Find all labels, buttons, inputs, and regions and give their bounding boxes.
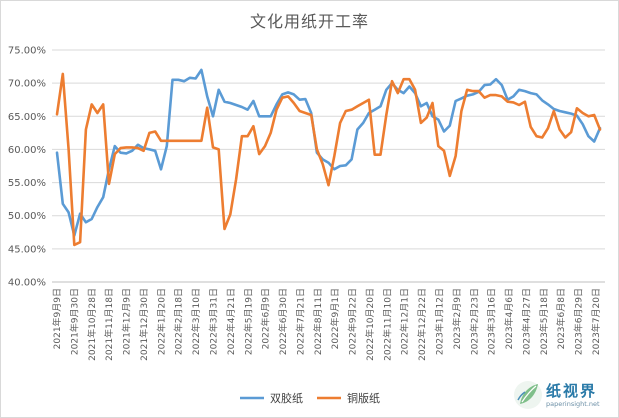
y-tick-label: 45.00% xyxy=(8,244,46,255)
x-tick-label: 2022年1月20日 xyxy=(155,288,167,355)
x-tick-label: 2021年12月9日 xyxy=(121,288,133,355)
x-tick-label: 2023年7月20日 xyxy=(590,288,602,355)
x-tick-label: 2022年6月30日 xyxy=(277,288,289,355)
x-tick-label: 2022年4月21日 xyxy=(225,288,237,355)
watermark-name: 纸视界 xyxy=(546,382,598,400)
x-tick-label: 2022年2月18日 xyxy=(173,288,185,355)
chart-title: 文化用纸开工率 xyxy=(249,12,369,31)
x-tick-label: 2021年11月18日 xyxy=(103,288,115,361)
y-tick-label: 65.00% xyxy=(8,112,46,123)
y-tick-label: 55.00% xyxy=(8,178,46,189)
x-tick-label: 2023年5月18日 xyxy=(538,288,550,355)
x-tick-label: 2023年6月8日 xyxy=(555,288,567,349)
x-tick-label: 2021年10月28日 xyxy=(86,288,98,361)
y-tick-label: 50.00% xyxy=(8,211,46,222)
watermark-logo: 纸视界 paperinsight.net xyxy=(512,378,616,414)
x-tick-label: 2023年2月9日 xyxy=(451,288,463,349)
x-axis-tick-labels: 2021年9月9日 2021年9月30日 2021年10月28日 2021年11月18… xyxy=(51,288,602,361)
x-tick-label: 2021年12月30日 xyxy=(138,288,150,361)
x-tick-label: 2021年9月9日 xyxy=(51,288,63,349)
x-tick-label: 2022年3月31日 xyxy=(207,288,219,355)
y-tick-label: 60.00% xyxy=(8,145,46,156)
x-tick-label: 2023年6月29日 xyxy=(573,288,585,355)
y-tick-label: 75.00% xyxy=(8,46,46,57)
watermark-url: paperinsight.net xyxy=(546,400,600,408)
x-tick-label: 2023年4月6日 xyxy=(503,288,515,349)
y-tick-label: 70.00% xyxy=(8,79,46,90)
paper-leaf-icon xyxy=(514,381,542,409)
x-tick-label: 2022年12月1日 xyxy=(399,288,411,355)
x-tick-label: 2021年9月30日 xyxy=(68,288,80,355)
legend-label: 铜版纸 xyxy=(347,391,380,405)
x-tick-label: 2022年5月19日 xyxy=(242,288,254,355)
x-tick-label: 2022年8月11日 xyxy=(312,288,324,355)
x-tick-label: 2023年4月27日 xyxy=(520,288,532,355)
series-line-1 xyxy=(55,68,602,237)
legend-label: 双胶纸 xyxy=(270,391,303,405)
y-axis-tick-labels: 40.00% 45.00% 50.00% 55.00% 60.00% 65.00% 70.0… xyxy=(8,46,46,289)
x-tick-label: 2022年6月9日 xyxy=(260,288,272,349)
x-tick-label: 2023年2月23日 xyxy=(468,288,480,355)
x-tick-label: 2022年12月22日 xyxy=(416,288,428,361)
x-tick-label: 2022年3月10日 xyxy=(190,288,202,355)
x-tick-label: 2022年10月20日 xyxy=(364,288,376,361)
y-tick-label: 40.00% xyxy=(8,278,46,289)
x-tick-label: 2023年1月12日 xyxy=(434,288,446,355)
grid-lines xyxy=(52,49,605,283)
x-tick-label: 2023年3月16日 xyxy=(486,288,498,355)
legend: 双胶纸 铜版纸 xyxy=(240,391,380,405)
x-tick-label: 2022年7月21日 xyxy=(294,288,306,355)
x-tick-label: 2022年9月1日 xyxy=(329,288,341,349)
x-tick-label: 2022年11月10日 xyxy=(381,288,393,361)
series-line-2 xyxy=(55,72,602,247)
x-tick-label: 2022年9月22日 xyxy=(347,288,359,355)
series-lines xyxy=(55,68,602,247)
